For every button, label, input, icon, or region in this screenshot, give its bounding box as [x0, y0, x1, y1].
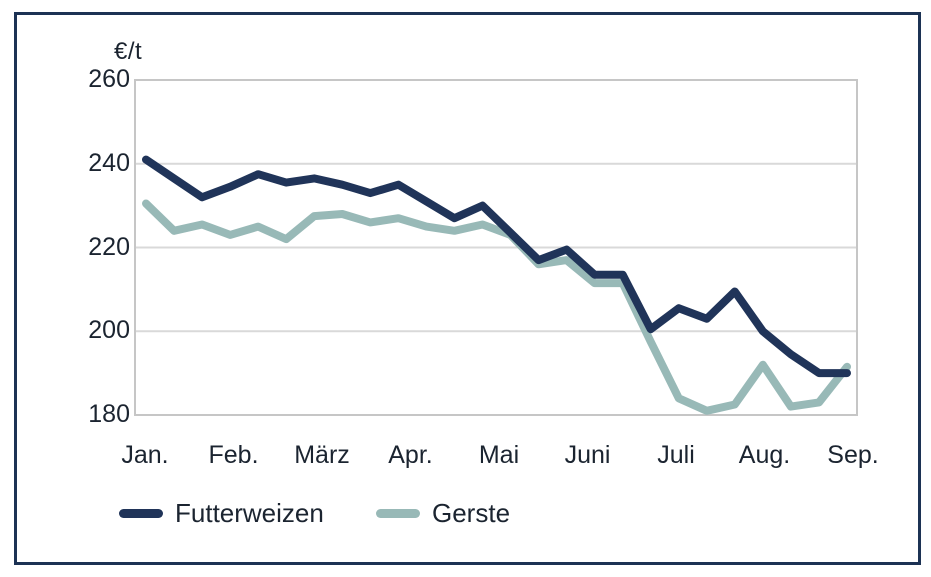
x-tick-label: Feb.: [208, 441, 259, 469]
y-tick-label: 180: [88, 399, 130, 428]
y-tick-label: 260: [88, 64, 130, 93]
y-tick-label: 240: [88, 148, 130, 177]
x-tick-label: Sep.: [827, 441, 879, 469]
legend-item-futterweizen: Futterweizen: [119, 497, 324, 529]
legend-item-gerste: Gerste: [376, 497, 510, 529]
x-tick-label: Apr.: [388, 441, 433, 469]
x-tick-label: Jan.: [121, 441, 169, 469]
plot-border: [134, 79, 858, 416]
x-tick-label: Juli: [657, 441, 695, 469]
legend-swatch-futterweizen: [119, 508, 163, 518]
x-tick-label: Juni: [564, 441, 611, 469]
y-tick-label: 220: [88, 232, 130, 261]
line-futterweizen: [142, 155, 851, 378]
x-tick-label: Aug.: [738, 441, 791, 469]
line-gerste: [142, 199, 851, 415]
y-tick-label: 200: [88, 316, 130, 345]
x-tick-label: März: [294, 441, 350, 469]
legend-label: Futterweizen: [175, 497, 324, 528]
legend-label: Gerste: [432, 497, 511, 528]
y-axis-unit-label: €/t: [114, 38, 143, 65]
x-tick-label: Mai: [478, 441, 520, 469]
legend-swatch-gerste: [376, 508, 420, 518]
